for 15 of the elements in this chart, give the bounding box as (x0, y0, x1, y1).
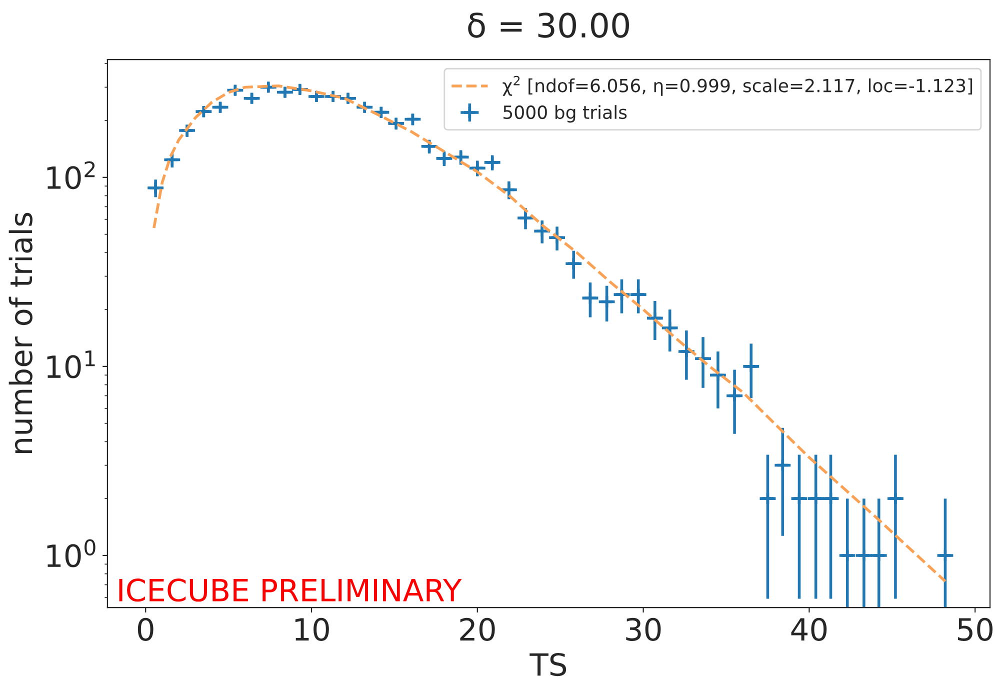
y-tick-label: 10$^{0}$ (47, 539, 96, 568)
y-tick-label: 10$^{1}$ (47, 350, 95, 378)
x-tick-label: 10 (295, 618, 329, 641)
x-tick-label: 40 (791, 618, 827, 641)
y-axis-title: number of trials (8, 212, 32, 453)
x-tick-label: 20 (460, 618, 495, 641)
legend-label: χ$^{2}$ [ndof=6.056, η=0.999, scale=2.117, loc=-1.123] (502, 76, 972, 96)
x-tick-label: 50 (958, 618, 993, 641)
x-axis-title: TS (530, 652, 566, 676)
annotation: ICECUBE PRELIMINARY (119, 578, 462, 602)
chart-title: δ = 30.00 (468, 12, 629, 38)
y-tick-label: 10$^{2}$ (47, 161, 95, 190)
legend-label: 5000 bg trials (504, 105, 627, 123)
x-tick-label: 0 (138, 618, 154, 641)
x-tick-label: 30 (626, 618, 661, 641)
